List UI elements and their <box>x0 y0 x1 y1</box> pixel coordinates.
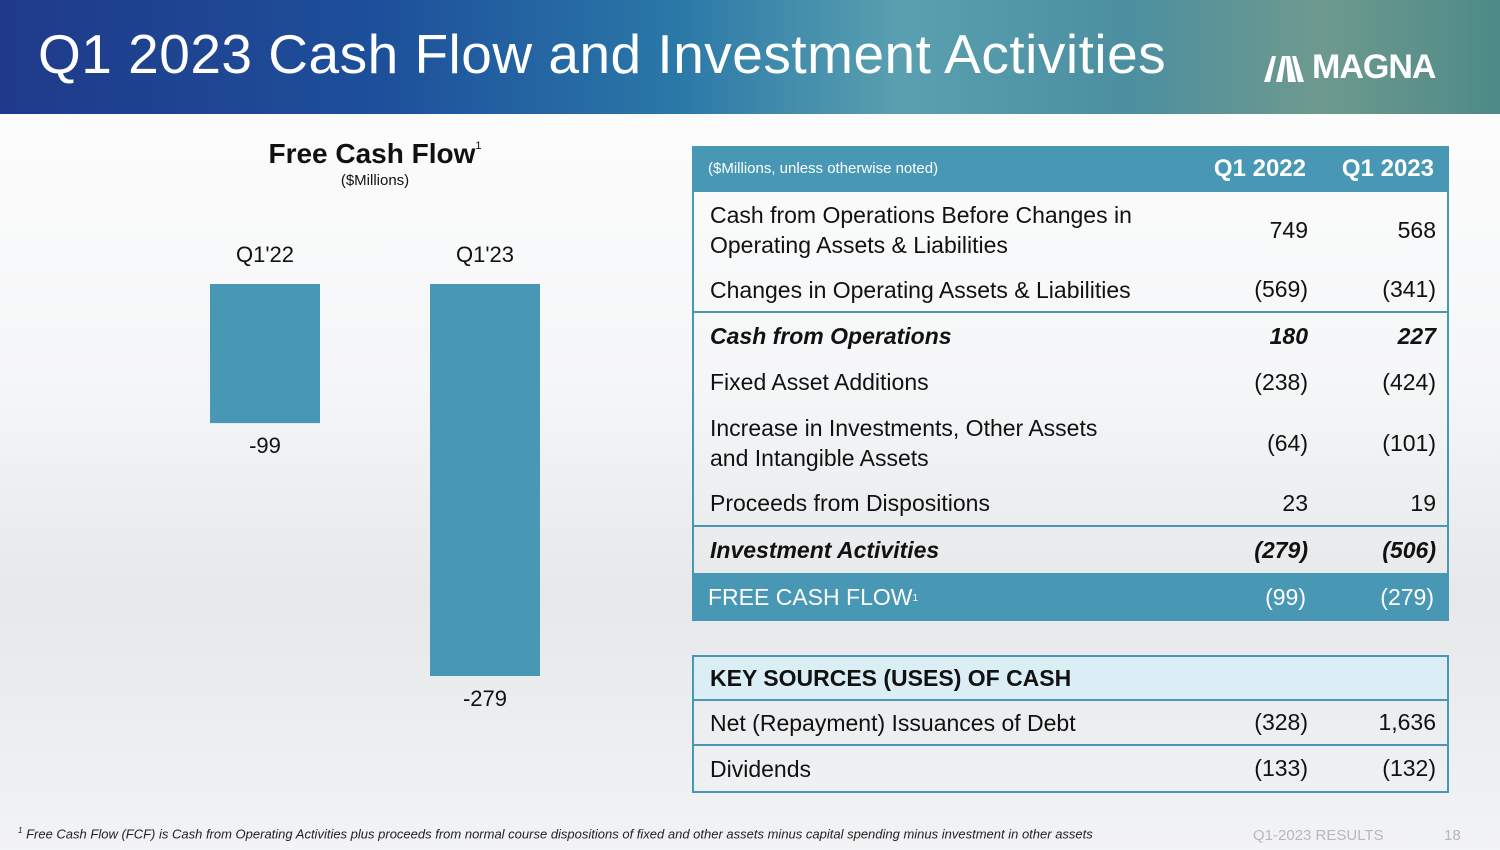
row-value-q1-2023: 227 <box>1397 322 1436 349</box>
page-title: Q1 2023 Cash Flow and Investment Activit… <box>38 23 1167 85</box>
row-value-q1-2023: 568 <box>1397 216 1436 243</box>
key-sources-title: KEY SOURCES (USES) OF CASH <box>710 665 1072 691</box>
table-row-subtotal: Investment Activities (279) (506) <box>692 527 1449 573</box>
row-value-q1-2022: 180 <box>1269 322 1308 349</box>
magna-logo: MAGNA <box>1262 47 1436 86</box>
table-row-subtotal: Cash from Operations 180 227 <box>692 313 1449 359</box>
col-header-q1-2023: Q1 2023 <box>1341 155 1434 182</box>
row-label: Dividends <box>710 755 811 782</box>
table-row: Changes in Operating Assets & Liabilitie… <box>692 268 1449 313</box>
chart-title-superscript: 1 <box>475 140 482 152</box>
key-sources-header: KEY SOURCES (USES) OF CASH <box>692 655 1449 701</box>
logo-wordmark: MAGNA <box>1312 47 1436 86</box>
row-label-line1: Cash from Operations Before Changes in <box>710 202 1132 228</box>
free-cash-flow-chart: Q1'22 -99 Q1'23 -279 <box>210 242 540 711</box>
row-value-q1-2023: (341) <box>1382 276 1436 302</box>
col-header-q1-2022: Q1 2022 <box>1213 155 1306 182</box>
table-row: Cash from Operations Before Changes in O… <box>692 192 1449 268</box>
title-banner: Q1 2023 Cash Flow and Investment Activit… <box>0 0 1500 114</box>
row-value-q1-2023: (424) <box>1382 368 1436 395</box>
footnote: 1 Free Cash Flow (FCF) is Cash from Oper… <box>18 826 1093 841</box>
row-label: Cash from Operations Before Changes in O… <box>710 192 1190 268</box>
chart-title: Free Cash Flow1 <box>225 138 525 170</box>
free-cash-flow-row: FREE CASH FLOW 1 (99) (279) <box>692 573 1449 621</box>
page-number: 18 <box>1444 827 1461 844</box>
row-label-line2: and Intangible Assets <box>710 445 929 471</box>
row-value-q1-2022: (133) <box>1254 755 1308 781</box>
row-value-q1-2022: (328) <box>1254 709 1308 735</box>
row-label: Cash from Operations <box>710 323 952 349</box>
bar-1 <box>430 284 540 676</box>
row-label: Investment Activities <box>710 537 940 563</box>
row-value-q1-2023: (279) <box>1380 583 1434 610</box>
fcf-label: FREE CASH FLOW <box>708 584 913 610</box>
bar-0 <box>210 284 320 424</box>
chart-title-text: Free Cash Flow <box>268 138 476 169</box>
data-label-0: -99 <box>249 433 281 458</box>
footnote-mark: 1 <box>18 826 23 835</box>
table-row: Fixed Asset Additions (238) (424) <box>692 359 1449 405</box>
row-label: Changes in Operating Assets & Liabilitie… <box>710 276 1131 303</box>
row-value-q1-2023: (132) <box>1382 755 1436 781</box>
row-value-q1-2023: 19 <box>1410 489 1436 516</box>
data-label-1: -279 <box>463 686 507 711</box>
results-label: Q1-2023 RESULTS <box>1253 827 1384 844</box>
row-value-q1-2022: (238) <box>1254 368 1308 395</box>
table-row: Proceeds from Dispositions 23 19 <box>692 481 1449 527</box>
row-label: Proceeds from Dispositions <box>710 490 990 516</box>
table-row: Dividends (133) (132) <box>692 746 1449 793</box>
row-label-line2: Operating Assets & Liabilities <box>710 232 1008 258</box>
table-row: Net (Repayment) Issuances of Debt (328) … <box>692 701 1449 746</box>
row-label: Net (Repayment) Issuances of Debt <box>710 709 1076 736</box>
chart-subtitle: ($Millions) <box>340 172 410 189</box>
row-value-q1-2022: 23 <box>1282 489 1308 516</box>
fcf-superscript: 1 <box>912 593 919 604</box>
row-value-q1-2022: (279) <box>1254 536 1308 563</box>
table-row: Increase in Investments, Other Assets an… <box>692 405 1449 481</box>
row-label-line1: Increase in Investments, Other Assets <box>710 415 1098 441</box>
row-value-q1-2022: (569) <box>1254 276 1308 302</box>
row-label: Fixed Asset Additions <box>710 369 929 395</box>
row-value-q1-2022: (99) <box>1265 583 1306 610</box>
category-label-1: Q1'23 <box>456 242 514 267</box>
magna-logo-icon <box>1264 56 1304 82</box>
row-value-q1-2023: (101) <box>1382 429 1436 456</box>
footnote-text: Free Cash Flow (FCF) is Cash from Operat… <box>26 826 1093 842</box>
table-units-label: ($Millions, unless otherwise noted) <box>708 160 939 177</box>
table-header-row: ($Millions, unless otherwise noted) Q1 2… <box>692 146 1449 192</box>
row-label: FREE CASH FLOW 1 <box>708 573 1188 621</box>
row-value-q1-2023: 1,636 <box>1378 709 1436 735</box>
row-label: Increase in Investments, Other Assets an… <box>710 405 1190 481</box>
row-value-q1-2023: (506) <box>1382 536 1436 563</box>
row-value-q1-2022: 749 <box>1269 216 1308 243</box>
row-value-q1-2022: (64) <box>1267 429 1308 456</box>
category-label-0: Q1'22 <box>236 242 294 267</box>
